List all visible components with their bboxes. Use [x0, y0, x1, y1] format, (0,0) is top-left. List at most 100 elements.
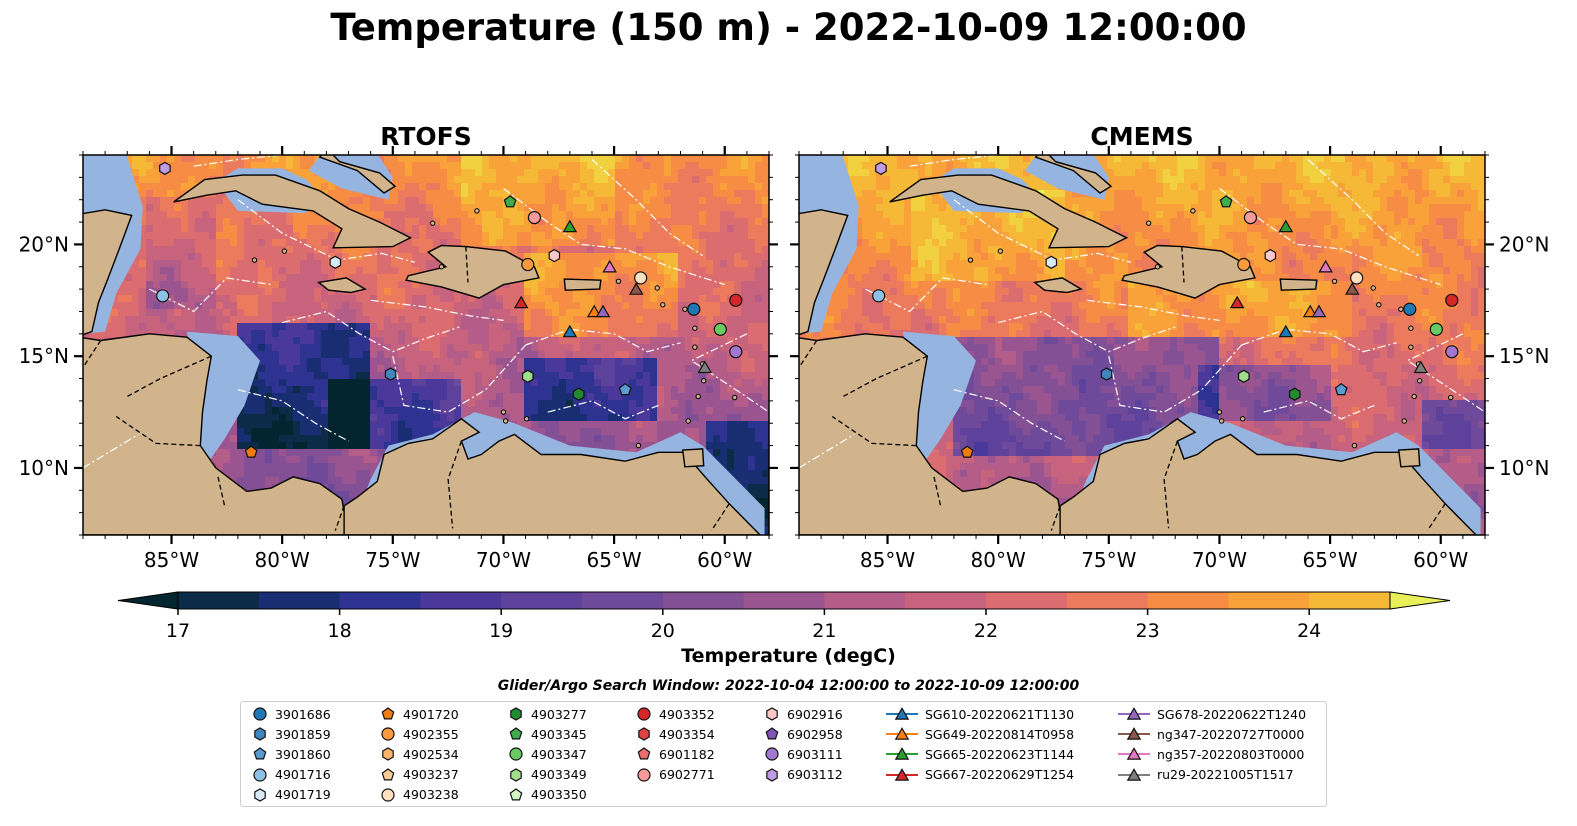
station-4903352	[729, 293, 743, 307]
station-4903352	[1445, 293, 1459, 307]
colorbar-tick-label: 20	[651, 620, 675, 642]
small-island	[500, 409, 507, 415]
station-SG667-20220629T1254	[513, 295, 529, 309]
legend-entry: 4903345	[507, 724, 587, 744]
y-tick-label: 20°N	[1499, 232, 1549, 256]
colorbar-tick-label: 24	[1297, 620, 1321, 642]
legend-marker	[637, 707, 651, 721]
colorbar-bin	[986, 592, 1068, 609]
small-island	[685, 418, 691, 424]
legend-label: 4903352	[659, 706, 715, 722]
colorbar-bin	[905, 592, 987, 609]
pentagon-marker-icon	[381, 707, 395, 720]
eez-boundary	[865, 277, 988, 313]
small-island	[1376, 302, 1382, 308]
legend-marker	[894, 707, 910, 720]
small-island	[1401, 418, 1407, 424]
pentagon-marker-icon	[381, 767, 395, 781]
legend-label: 4903354	[659, 726, 715, 742]
legend-marker	[1126, 767, 1142, 781]
eez-boundary	[503, 188, 725, 286]
colorbar-bin	[258, 592, 341, 609]
y-tick-label: 15°N	[1499, 344, 1549, 368]
legend-label: SG665-20220623T1144	[925, 746, 1075, 762]
country-border	[1426, 503, 1446, 531]
eez-boundary	[1263, 400, 1375, 420]
colorbar-bin	[582, 592, 664, 609]
small-island	[701, 378, 707, 384]
legend-label: ru29-20221005T1517	[1157, 767, 1294, 783]
x-tick-label: 80°W	[255, 548, 310, 572]
legend-entry: 6901182	[635, 744, 715, 764]
station-SG665-20220623T1144	[562, 219, 578, 233]
eez-boundary	[370, 299, 504, 321]
country-border	[217, 476, 226, 507]
legend-entry: SG649-20220814T0958	[885, 724, 1074, 744]
legend-entry: 4901716	[251, 765, 331, 785]
legend-marker	[381, 767, 395, 781]
eez-boundary	[1307, 159, 1419, 257]
colorbar-frame	[177, 591, 1391, 610]
station-4901716	[156, 289, 170, 303]
eez-boundary	[1108, 344, 1243, 413]
x-tick-label: 70°W	[476, 548, 531, 572]
small-island	[1448, 394, 1454, 401]
eez-boundary	[83, 433, 139, 469]
country-border	[831, 415, 917, 447]
small-island	[1398, 306, 1404, 312]
legend-entry: 3901859	[251, 724, 331, 744]
hexagon-marker-icon	[254, 788, 266, 802]
station-SG678-20220622T1240	[1311, 304, 1327, 318]
eez-boundary	[799, 433, 855, 469]
small-island	[1351, 442, 1358, 449]
legend-entry: 3901860	[251, 744, 331, 764]
legend-marker	[381, 788, 395, 802]
circle-marker-icon	[381, 727, 395, 741]
legend-marker	[254, 788, 266, 802]
x-tick-label: 65°W	[586, 548, 641, 572]
country-border	[1163, 440, 1179, 529]
eez-boundary	[1241, 328, 1397, 353]
legend-label: SG649-20220814T0958	[925, 726, 1075, 742]
station-4903349	[1237, 369, 1250, 383]
colorbar-tick-label: 18	[328, 620, 352, 642]
legend-label: 3901686	[275, 706, 331, 722]
legend-label: 4901716	[275, 767, 331, 783]
country-border	[1181, 246, 1185, 283]
land-bahamas	[1034, 155, 1113, 194]
station-3901859	[384, 367, 397, 381]
legend-entry: ng347-20220727T0000	[1117, 724, 1304, 744]
station-3901860	[1334, 382, 1348, 396]
legend-label: SG610-20220621T1130	[925, 706, 1075, 722]
eez-boundary	[998, 310, 1176, 353]
figure-title: Temperature (150 m) - 2022-10-09 12:00:0…	[330, 6, 1247, 49]
y-tick-label: 20°N	[19, 232, 69, 256]
country-border	[334, 505, 345, 531]
eez-boundary	[392, 344, 527, 413]
legend-label: ng357-20220803T0000	[1157, 746, 1305, 762]
small-island	[438, 264, 445, 270]
legend-label: 3901859	[275, 726, 331, 742]
legend-label: 4902355	[403, 726, 459, 742]
station-6902771	[527, 210, 542, 225]
panel-title: CMEMS	[1090, 122, 1193, 151]
legend-marker	[381, 727, 395, 741]
circle-marker-icon	[253, 707, 267, 721]
legend-entry: 6903111	[763, 744, 843, 764]
station-4903238	[634, 271, 648, 285]
small-island	[615, 278, 622, 284]
map-panel-rtofs: 85°W 80°W 75°W 70°W 65°W 60°W 10°N 15°N 20°N RTOF…	[19, 122, 778, 572]
station-4903347	[1429, 322, 1443, 336]
legend-entry: 6902958	[763, 724, 843, 744]
triangle-marker-icon	[886, 747, 918, 761]
legend-marker	[1126, 727, 1142, 740]
station-4903345	[503, 195, 517, 208]
station-6902771	[1243, 210, 1258, 225]
small-island	[1417, 378, 1423, 384]
station-SG610-20220621T1130	[562, 324, 578, 338]
legend-entry: 4901719	[251, 785, 331, 805]
station-4903277	[1288, 387, 1301, 401]
station-SG649-20220814T0958	[586, 304, 602, 318]
country-border	[710, 503, 730, 531]
station-ng357-20220803T0000	[602, 259, 617, 273]
